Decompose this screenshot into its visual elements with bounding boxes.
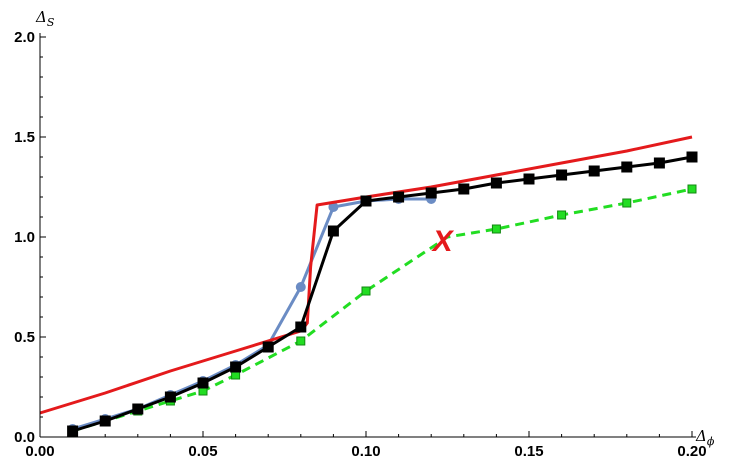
data-point-square [491, 224, 501, 234]
x-ticks: 0.00 0.05 0.10 0.15 0.20 [25, 431, 707, 460]
data-point-square [361, 286, 371, 296]
data-point-square [296, 336, 306, 346]
data-point-square [686, 151, 698, 163]
data-point-square [99, 415, 111, 427]
data-point-square [393, 191, 405, 203]
data-point-square [262, 341, 274, 353]
data-point-square [230, 361, 242, 373]
data-point-square [523, 173, 535, 185]
data-point-square [621, 161, 633, 173]
data-point-square [164, 391, 176, 403]
data-point-square [425, 187, 437, 199]
y-tick-label: 1.5 [14, 129, 35, 146]
data-point-square [556, 169, 568, 181]
data-point-square [197, 377, 209, 389]
annotation-layer: X [431, 225, 455, 258]
series-line-0 [39, 135, 693, 415]
x-tick-label: 0.20 [677, 443, 706, 460]
y-tick-label: 0.5 [14, 329, 35, 346]
y-axis-label: ΔS [35, 8, 55, 29]
data-point-square [490, 177, 502, 189]
data-point-square [653, 157, 665, 169]
x-tick-label: 0.15 [514, 443, 543, 460]
data-point-square [557, 210, 567, 220]
data-point-square [458, 183, 470, 195]
data-point-circle [328, 202, 339, 212]
data-point-square [687, 184, 697, 194]
series-line-2 [72, 155, 693, 433]
x-axis-label: Δϕ [695, 427, 715, 448]
data-point-circle [295, 282, 306, 292]
data-point-square [360, 195, 372, 207]
axes-layer: 0.00 0.05 0.10 0.15 0.20 0.00.51.01.52.0 Δϕ … [14, 8, 715, 460]
x-tick-label: 0.00 [25, 443, 54, 460]
y-tick-label: 1.0 [14, 229, 35, 246]
data-point-square [588, 165, 600, 177]
y-tick-label: 0.0 [14, 429, 35, 446]
data-point-square [622, 198, 632, 208]
x-tick-label: 0.10 [351, 443, 380, 460]
data-point-square [132, 403, 144, 415]
y-tick-label: 2.0 [14, 29, 35, 46]
series-layer [39, 135, 698, 437]
data-point-square [295, 321, 307, 333]
x-tick-label: 0.05 [188, 443, 217, 460]
series-line-1 [72, 197, 432, 431]
data-point-square [327, 225, 339, 237]
annotation-marker: X [431, 225, 455, 258]
y-ticks: 0.0 0.5 1.0 1.5 2.0 [14, 29, 46, 446]
